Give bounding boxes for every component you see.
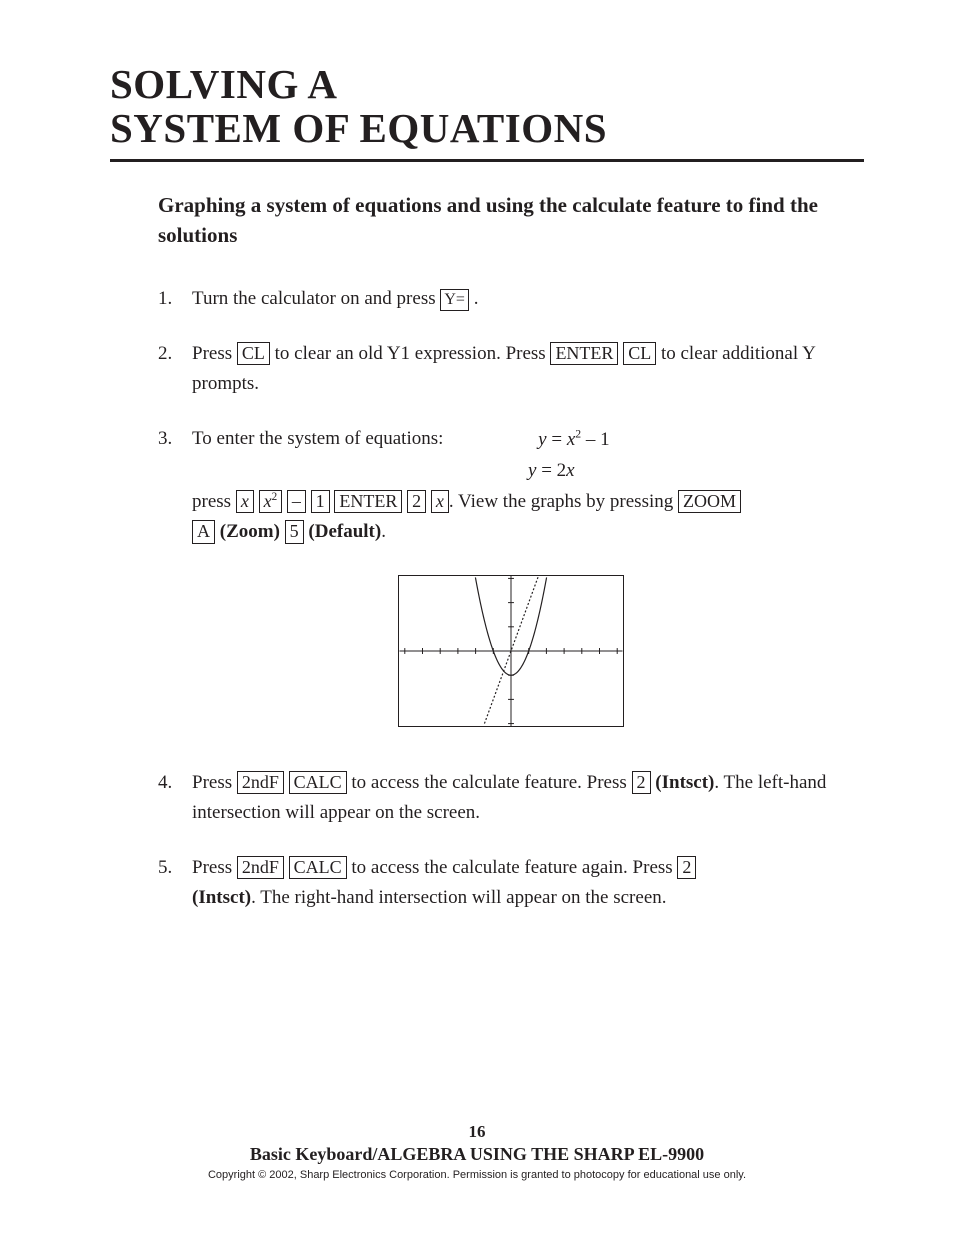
page-title: SOLVING A SYSTEM OF EQUATIONS [110,62,864,151]
text: . View the graphs by pressing [449,491,678,512]
equation-2: y = 2x [528,457,864,485]
key-2ndf: 2ndF [237,771,284,795]
step-3: 3. To enter the system of equations: y =… [158,424,864,548]
text: . [381,521,386,542]
key-calc: CALC [289,856,347,880]
eq1-var: x [567,429,575,450]
key-2: 2 [407,490,426,514]
bold-intsct: (Intsct) [655,772,714,793]
text: Press [192,857,237,878]
graph-item [158,575,864,737]
title-rule [110,159,864,162]
steps-list: 1. Turn the calculator on and press Y= .… [158,284,864,913]
title-line-1: SOLVING A [110,61,337,107]
step-number: 4. [158,768,192,829]
section-subtitle: Graphing a system of equations and using… [158,190,864,251]
bold-default: (Default) [308,521,381,542]
step-body: To enter the system of equations: y = x2… [192,424,864,548]
text: to access the calculate feature again. P… [347,857,678,878]
step-4: 4. Press 2ndF CALC to access the calcula… [158,768,864,829]
step-body: Turn the calculator on and press Y= . [192,284,864,314]
key-minus: – [287,490,306,514]
key-x: x [431,490,449,514]
key-calc: CALC [289,771,347,795]
text: press [192,491,236,512]
graph-container [158,575,864,737]
calculator-graph [398,575,624,727]
eq1-lhs: y [538,429,546,450]
bold-zoom: (Zoom) [220,521,280,542]
text: Press [192,343,237,364]
equation-block: y = x2 – 1 [538,426,609,454]
content-area: Graphing a system of equations and using… [158,190,864,914]
step-5: 5. Press 2ndF CALC to access the calcula… [158,853,864,914]
text: to clear an old Y1 expression. Press [270,343,551,364]
step-body: Press 2ndF CALC to access the calculate … [192,768,864,829]
step-number: 5. [158,853,192,914]
step-number: 2. [158,339,192,400]
key-x-label: x [436,491,444,511]
key-2: 2 [677,856,696,880]
key-a: A [192,520,215,544]
key-cl: CL [623,342,656,366]
key-5: 5 [285,520,304,544]
key-2ndf: 2ndF [237,856,284,880]
step-1: 1. Turn the calculator on and press Y= . [158,284,864,314]
eq2-var: x [566,460,574,481]
key-y-equals: Y= [440,289,469,310]
key-x: x [236,490,254,514]
step-body: Press CL to clear an old Y1 expression. … [192,339,864,400]
copyright-line: Copyright © 2002, Sharp Electronics Corp… [0,1169,954,1181]
key-enter: ENTER [550,342,618,366]
eq1-tail: – 1 [581,429,610,450]
text: . The right-hand intersection will appea… [251,887,666,908]
step-number: 3. [158,424,192,548]
key-enter: ENTER [334,490,402,514]
key-zoom: ZOOM [678,490,741,514]
eq2-eq: = 2 [536,460,566,481]
key-1: 1 [311,490,330,514]
text: to access the calculate feature. Press [347,772,632,793]
step-body: Press 2ndF CALC to access the calculate … [192,853,864,914]
step-2: 2. Press CL to clear an old Y1 expressio… [158,339,864,400]
page-number: 16 [0,1122,954,1142]
key-x2-exp: 2 [272,491,278,503]
text: To enter the system of equations: [192,428,443,449]
key-x2-base: x [264,491,272,511]
key-cl: CL [237,342,270,366]
eq1-eq: = [547,429,567,450]
text: Turn the calculator on and press [192,288,440,309]
page-footer: 16 Basic Keyboard/ALGEBRA USING THE SHAR… [0,1122,954,1181]
key-x-squared: x2 [259,490,283,514]
text: . [469,288,479,309]
book-title: Basic Keyboard/ALGEBRA USING THE SHARP E… [0,1144,954,1165]
title-line-2: SYSTEM OF EQUATIONS [110,105,607,151]
bold-intsct: (Intsct) [192,887,251,908]
step-number: 1. [158,284,192,314]
text: Press [192,772,237,793]
key-x-label: x [241,491,249,511]
key-2: 2 [632,771,651,795]
